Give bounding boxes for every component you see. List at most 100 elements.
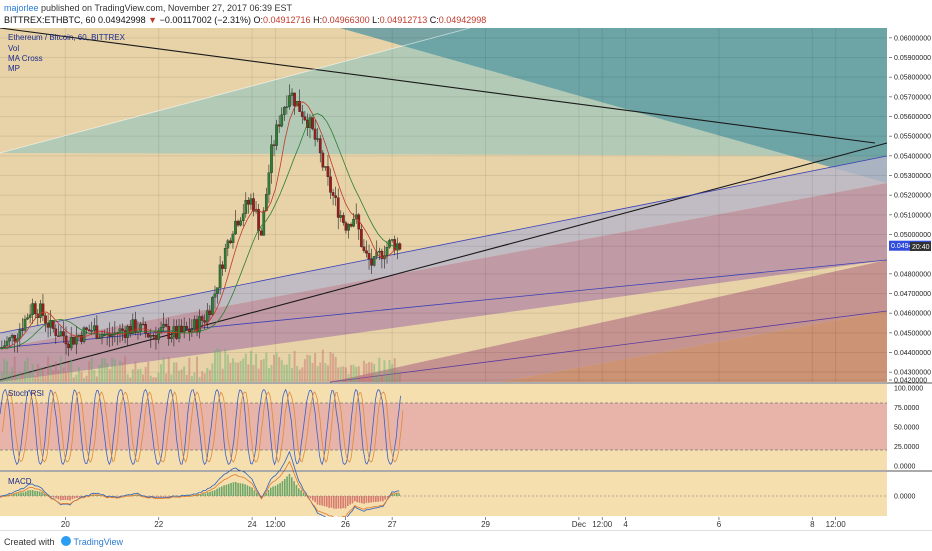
volume-bar-149	[383, 360, 385, 382]
candle-body-21	[55, 329, 57, 336]
volume-bar-26	[68, 363, 70, 382]
candle-body-137	[352, 219, 354, 226]
author-link[interactable]: majorlee	[4, 3, 39, 13]
macd-hist-bar-159	[370, 496, 372, 503]
candle-body-134	[345, 223, 347, 231]
chart-canvas[interactable]: 0.060000000.059000000.058000000.05700000…	[0, 28, 932, 530]
candle-body-85	[219, 265, 221, 288]
volume-bar-62	[160, 364, 162, 382]
volume-bar-21	[55, 362, 57, 382]
candle-body-135	[347, 224, 349, 230]
price-tick-label-15: 0.04500000	[894, 330, 931, 337]
candle-body-20	[52, 320, 54, 329]
volume-bar-1	[3, 359, 5, 382]
candle-body-131	[337, 198, 339, 218]
volume-bar-108	[278, 357, 280, 382]
time-tick-label-8: 12:00	[592, 520, 613, 529]
volume-bar-42	[109, 369, 111, 382]
candle-body-58	[150, 335, 152, 337]
macd-hist-bar-89	[207, 492, 209, 496]
macd-hist-bar-87	[202, 493, 204, 496]
macd-hist-bar-108	[251, 488, 253, 496]
time-tick-label-6: 29	[481, 520, 490, 529]
candle-body-84	[216, 288, 218, 294]
candle-body-100	[257, 209, 259, 231]
volume-bar-115	[296, 366, 298, 382]
volume-bar-134	[345, 367, 347, 382]
candle-body-92	[237, 221, 239, 225]
volume-bar-32	[83, 378, 85, 382]
candle-body-13	[34, 303, 36, 313]
macd-hist-bar-109	[254, 490, 256, 496]
candle-body-154	[396, 244, 398, 251]
volume-bar-96	[247, 364, 249, 382]
price-tick-label-3: 0.05700000	[894, 94, 931, 101]
macd-hist-bar-144	[335, 496, 337, 509]
macd-hist-bar-34	[79, 496, 81, 497]
macd-hist-bar-24	[55, 496, 57, 498]
macd-hist-bar-7	[16, 493, 18, 496]
candle-body-152	[391, 239, 393, 240]
tradingview-brand[interactable]: TradingView	[74, 537, 124, 547]
volume-bar-72	[186, 375, 188, 382]
candle-body-2	[6, 341, 8, 346]
time-tag-label: 20:40	[912, 244, 930, 251]
candle-body-39	[101, 335, 103, 338]
macd-hist-bar-142	[331, 496, 333, 508]
candle-body-70	[180, 326, 182, 332]
price-tick-label-16: 0.04400000	[894, 350, 931, 357]
candle-body-111	[286, 107, 288, 108]
volume-bar-136	[350, 365, 352, 382]
candle-body-141	[363, 247, 365, 251]
macd-hist-bar-135	[314, 496, 316, 502]
volume-bar-103	[265, 353, 267, 382]
candle-body-136	[350, 224, 352, 226]
macd-hist-bar-106	[247, 485, 249, 496]
macd-hist-bar-149	[347, 496, 349, 506]
macd-hist-bar-158	[368, 496, 370, 503]
volume-bar-4	[11, 367, 13, 382]
macd-hist-bar-126	[293, 481, 295, 496]
time-tick-label-7: Dec	[572, 520, 586, 529]
candle-body-147	[378, 251, 380, 252]
time-tick-label-0: 20	[61, 520, 70, 529]
volume-bar-152	[391, 364, 393, 382]
volume-bar-25	[65, 372, 67, 382]
volume-bar-67	[173, 362, 175, 382]
macd-hist-bar-146	[340, 496, 342, 509]
candle-body-23	[60, 332, 62, 336]
macd-hist-bar-99	[230, 483, 232, 496]
macd-hist-bar-94	[219, 487, 221, 496]
close-value: 0.04942998	[439, 15, 487, 25]
volume-bar-146	[376, 377, 378, 382]
time-tick-label-11: 8	[810, 520, 815, 529]
macd-hist-bar-133	[310, 496, 312, 498]
candle-body-52	[134, 320, 136, 333]
volume-bar-140	[360, 375, 362, 382]
stoch-tick-label-1: 75.0000	[894, 405, 919, 412]
stoch-tick-label-2: 50.0000	[894, 425, 919, 432]
time-tick-label-4: 26	[341, 520, 350, 529]
time-tick-label-1: 22	[154, 520, 163, 529]
volume-bar-90	[232, 358, 234, 382]
macd-hist-bar-139	[324, 496, 326, 506]
candle-body-55	[142, 324, 144, 325]
macd-hist-bar-18	[41, 492, 43, 496]
candle-body-133	[342, 215, 344, 222]
volume-bar-16	[42, 368, 44, 382]
macd-axis-ticks: 0.0000	[894, 494, 916, 501]
volume-bar-144	[371, 362, 373, 382]
macd-hist-bar-96	[223, 485, 225, 496]
macd-hist-bar-100	[233, 482, 235, 496]
stoch-tick-label-0: 100.0000	[894, 386, 923, 393]
macd-hist-bar-95	[221, 486, 223, 496]
macd-hist-bar-138	[321, 496, 323, 506]
candle-body-140	[360, 229, 362, 247]
volume-bar-113	[291, 368, 293, 382]
volume-bar-65	[168, 357, 170, 382]
volume-bar-56	[145, 367, 147, 382]
candle-body-10	[26, 318, 28, 319]
macd-hist-bar-31	[72, 496, 74, 499]
volume-bar-43	[111, 358, 113, 382]
candle-body-112	[288, 96, 290, 107]
